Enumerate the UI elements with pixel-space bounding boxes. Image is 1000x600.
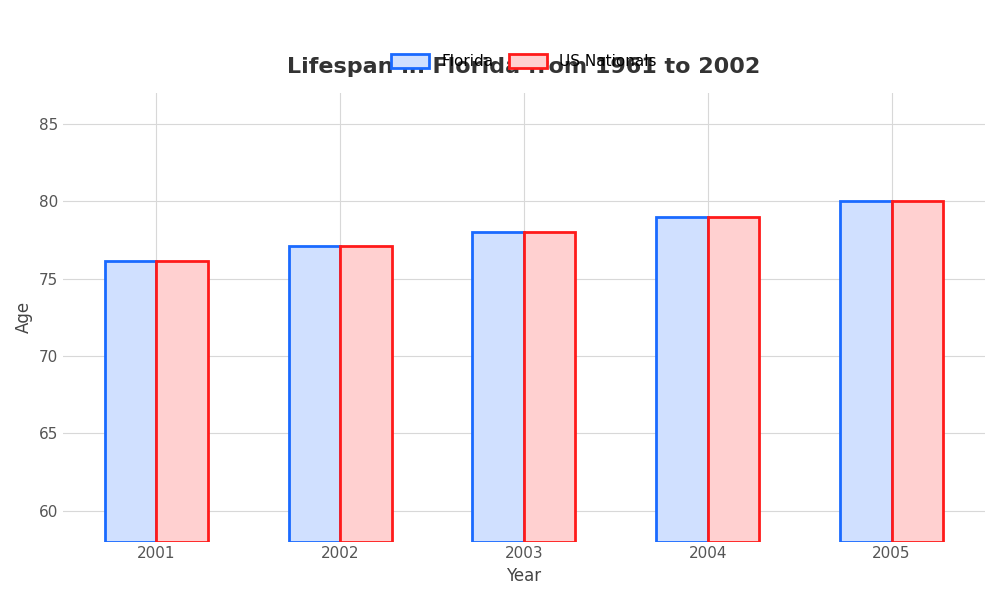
Bar — [840, 201, 892, 542]
Bar — [340, 246, 392, 542]
Bar — [105, 262, 156, 542]
Bar — [472, 232, 524, 542]
Bar — [708, 217, 759, 542]
Legend: Florida, US Nationals: Florida, US Nationals — [383, 47, 664, 77]
Title: Lifespan in Florida from 1961 to 2002: Lifespan in Florida from 1961 to 2002 — [287, 58, 761, 77]
Y-axis label: Age: Age — [15, 301, 33, 333]
Bar — [289, 246, 340, 542]
Bar — [524, 232, 575, 542]
Bar — [156, 262, 208, 542]
Bar — [892, 201, 943, 542]
Bar — [656, 217, 708, 542]
X-axis label: Year: Year — [506, 567, 541, 585]
